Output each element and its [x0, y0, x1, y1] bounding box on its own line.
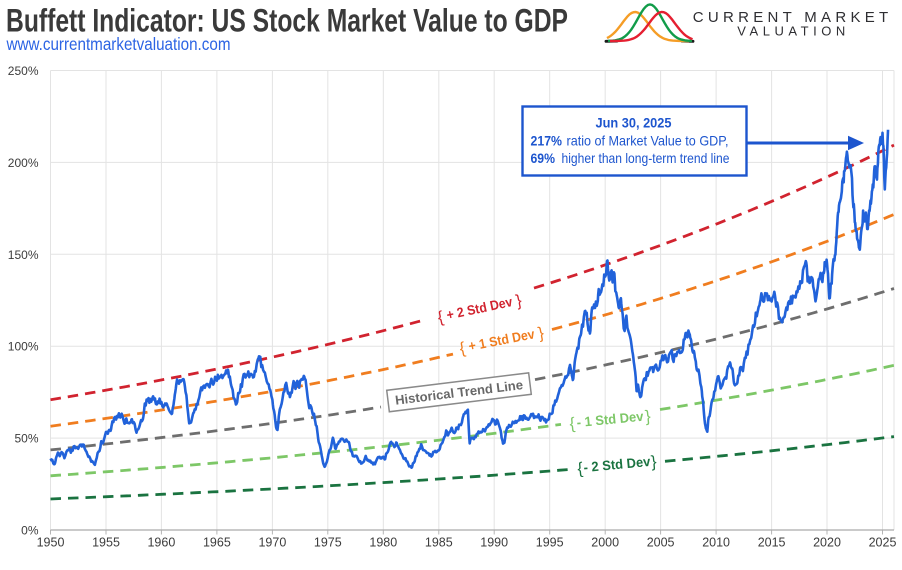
svg-text:1980: 1980	[369, 536, 397, 550]
svg-text:1990: 1990	[480, 536, 508, 550]
svg-text:1960: 1960	[147, 536, 175, 550]
svg-text:2000: 2000	[591, 536, 619, 550]
svg-text:50%: 50%	[14, 432, 38, 446]
svg-text:2025: 2025	[869, 536, 897, 550]
svg-text:2005: 2005	[647, 536, 675, 550]
svg-text:217%: 217%	[531, 134, 563, 149]
svg-text:1950: 1950	[37, 536, 65, 550]
svg-text:2020: 2020	[813, 536, 841, 550]
svg-text:69%: 69%	[531, 151, 556, 166]
svg-text:1975: 1975	[314, 536, 342, 550]
svg-text:2010: 2010	[702, 536, 730, 550]
svg-text:200%: 200%	[8, 156, 39, 170]
svg-text:www.currentmarketvaluation.com: www.currentmarketvaluation.com	[6, 34, 231, 54]
svg-text:1970: 1970	[258, 536, 286, 550]
svg-text:ratio of Market Value to GDP,: ratio of Market Value to GDP,	[567, 134, 729, 149]
svg-text:1955: 1955	[92, 536, 120, 550]
svg-text:2015: 2015	[758, 536, 786, 550]
svg-text:150%: 150%	[8, 248, 39, 262]
svg-text:100%: 100%	[8, 340, 39, 354]
svg-text:higher than long-term trend li: higher than long-term trend line	[562, 151, 730, 166]
svg-text:250%: 250%	[8, 64, 39, 78]
svg-text:1995: 1995	[536, 536, 564, 550]
svg-text:1985: 1985	[425, 536, 453, 550]
svg-text:Jun 30, 2025: Jun 30, 2025	[596, 116, 672, 131]
svg-text:VALUATION: VALUATION	[737, 24, 845, 39]
svg-text:1965: 1965	[203, 536, 231, 550]
